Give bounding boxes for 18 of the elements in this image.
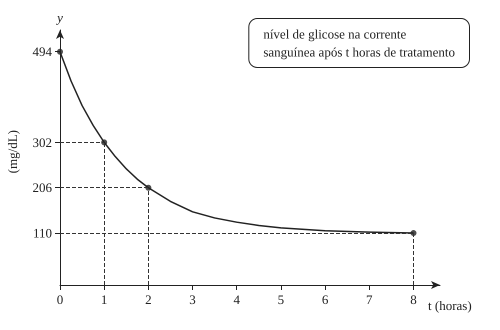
x-tick-label: 1 [100,292,108,307]
x-tick-label: 2 [145,292,152,307]
x-tick-label: 4 [233,292,240,307]
x-tick-label: 0 [56,292,64,307]
y-axis-title: y [55,10,64,25]
x-tick-label: 6 [322,292,329,307]
y-tick-label: 302 [32,134,52,150]
x-tick-label: 8 [410,292,417,307]
x-tick-label: 3 [189,292,196,307]
x-axis-title: t (horas) [428,298,472,313]
x-tick-label: 5 [278,292,284,307]
text: (mg/dL) [5,130,20,174]
point [57,48,63,55]
y-tick-label: 494 [32,44,52,60]
y-tick-label: 110 [32,226,52,241]
x-tick-label: 7 [366,292,374,307]
y-tick-label: 206 [32,180,52,196]
annotation: nível de glicose na corrente sanguínea após t horas de tratamento [263,26,455,60]
